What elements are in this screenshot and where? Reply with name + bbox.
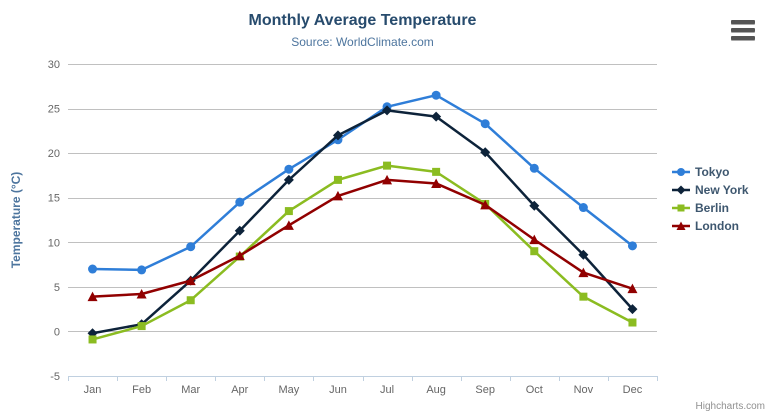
y-axis-tick-label: -5	[50, 371, 60, 383]
tokyo-circle-marker-icon	[672, 168, 690, 176]
data-point[interactable]	[332, 190, 343, 201]
data-point[interactable]	[578, 249, 589, 260]
data-point[interactable]	[136, 288, 147, 299]
series-london[interactable]	[87, 174, 638, 302]
legend-item-berlin[interactable]: Berlin	[672, 199, 749, 217]
y-axis-tick-label: 10	[48, 237, 60, 249]
x-axis-category-label: Aug	[426, 384, 446, 396]
data-point[interactable]	[627, 241, 637, 251]
data-point[interactable]	[88, 264, 98, 274]
legend-item-tokyo[interactable]: Tokyo	[672, 163, 749, 181]
chart-subtitle: Source: WorldClimate.com	[291, 35, 434, 49]
data-point[interactable]	[332, 130, 343, 141]
data-point	[676, 221, 686, 230]
data-point[interactable]	[382, 105, 393, 116]
data-point[interactable]	[283, 220, 294, 230]
y-axis-title: Temperature (°C)	[9, 172, 23, 269]
data-point[interactable]	[530, 247, 539, 256]
data-point[interactable]	[529, 234, 540, 245]
data-point[interactable]	[383, 161, 392, 170]
x-axis-category-label: Jul	[380, 384, 394, 396]
x-axis-category-label: Jun	[329, 384, 347, 396]
data-point[interactable]	[284, 207, 293, 216]
data-point[interactable]	[431, 178, 442, 188]
series-line-berlin[interactable]	[91, 164, 634, 341]
y-axis-tick-label: 0	[54, 326, 60, 338]
series-line-new-york[interactable]	[91, 109, 634, 335]
legend-label: London	[695, 219, 739, 233]
y-axis-tick-label: 30	[48, 59, 60, 71]
x-axis-category-label: Nov	[574, 384, 594, 396]
data-point[interactable]	[87, 291, 98, 302]
data-point[interactable]	[185, 275, 196, 286]
data-point[interactable]	[283, 174, 294, 185]
data-point[interactable]	[333, 175, 342, 184]
series-new-york[interactable]	[87, 105, 638, 339]
data-point[interactable]	[431, 90, 441, 100]
legend-label: Tokyo	[695, 165, 730, 179]
data-point[interactable]	[578, 267, 589, 278]
data-point[interactable]	[480, 119, 490, 129]
series-line-tokyo[interactable]	[91, 93, 634, 272]
x-axis-category-label: Dec	[623, 384, 643, 396]
data-point[interactable]	[234, 250, 245, 261]
data-point[interactable]	[137, 322, 146, 331]
x-axis-category-label: Mar	[181, 384, 200, 396]
data-point	[676, 185, 686, 195]
legend-item-new-york[interactable]: New York	[672, 181, 749, 199]
data-point[interactable]	[627, 283, 638, 294]
data-point[interactable]	[235, 197, 245, 207]
data-point[interactable]	[579, 292, 588, 301]
data-point[interactable]	[529, 163, 539, 173]
y-axis-tick-label: 25	[48, 104, 60, 116]
y-axis-tick-label: 20	[48, 148, 60, 160]
new-york-diamond-marker-icon	[672, 185, 690, 195]
y-axis-tick-label: 15	[48, 193, 60, 205]
data-point[interactable]	[382, 174, 393, 185]
berlin-square-marker-icon	[672, 204, 690, 212]
x-axis-category-label: Oct	[526, 384, 543, 396]
data-point	[677, 168, 685, 176]
legend-label: Berlin	[695, 201, 730, 215]
data-point[interactable]	[88, 335, 97, 344]
legend-item-london[interactable]: London	[672, 217, 749, 235]
legend: Tokyo New York Berlin London	[672, 163, 749, 235]
x-axis-category-label: May	[278, 384, 299, 396]
series-tokyo[interactable]	[88, 90, 637, 275]
data-point[interactable]	[578, 203, 588, 213]
y-axis-tick-label: 5	[54, 282, 60, 294]
x-axis-category-label: Sep	[475, 384, 495, 396]
data-point[interactable]	[431, 111, 442, 122]
data-point[interactable]	[234, 225, 245, 236]
hamburger-icon-bar	[731, 36, 755, 40]
x-axis-category-label: Feb	[132, 384, 151, 396]
x-axis-category-label: Apr	[231, 384, 248, 396]
chart-title: Monthly Average Temperature	[248, 12, 477, 29]
data-point[interactable]	[186, 242, 196, 252]
data-point[interactable]	[137, 265, 147, 275]
legend-label: New York	[695, 183, 749, 197]
x-axis-category-label: Jan	[84, 384, 102, 396]
export-menu-button[interactable]	[731, 20, 755, 40]
data-point	[677, 204, 685, 212]
data-point[interactable]	[284, 164, 294, 174]
highcharts-credit[interactable]: Highcharts.com	[695, 401, 765, 412]
data-point[interactable]	[529, 200, 540, 211]
data-point[interactable]	[186, 296, 195, 305]
data-point[interactable]	[432, 167, 441, 176]
data-point[interactable]	[628, 318, 637, 327]
data-point[interactable]	[480, 199, 491, 210]
london-triangle-marker-icon	[672, 221, 690, 230]
data-point[interactable]	[480, 147, 491, 158]
data-point[interactable]	[627, 304, 638, 315]
series-line-london[interactable]	[91, 178, 634, 298]
hamburger-icon-bar	[731, 28, 755, 32]
hamburger-icon-bar	[731, 20, 755, 24]
